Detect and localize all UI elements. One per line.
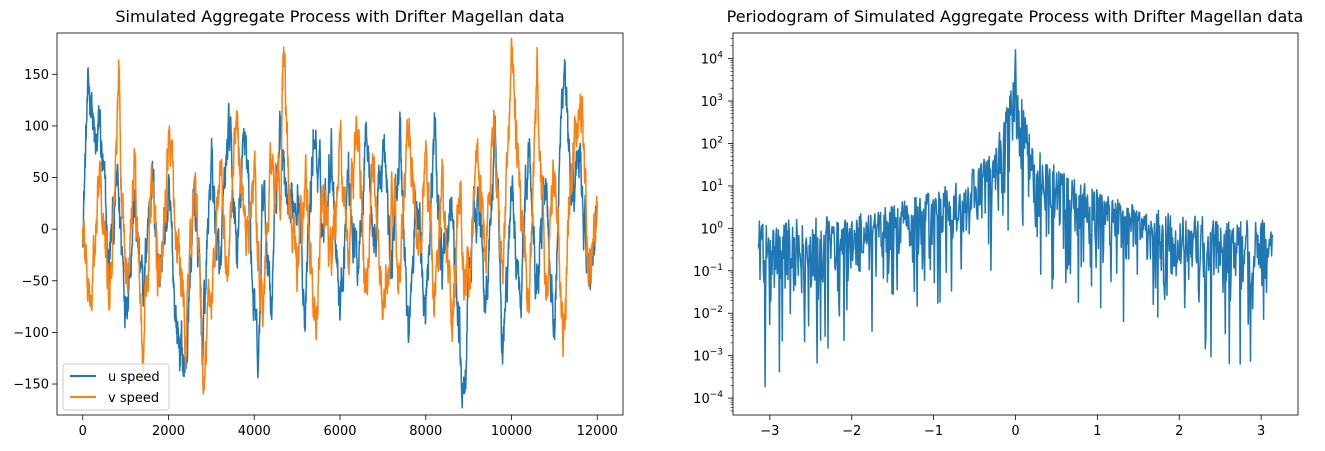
x-tick-label: −1 — [924, 424, 943, 439]
chart-left-title: Simulated Aggregate Process with Drifter… — [115, 7, 564, 26]
chart-right-title: Periodogram of Simulated Aggregate Proce… — [727, 7, 1304, 26]
y-tick-label: −50 — [22, 274, 49, 289]
x-tick-label: 4000 — [238, 424, 271, 439]
y-tick-label: 102 — [701, 135, 723, 152]
y-tick-label: 10−4 — [693, 390, 723, 407]
right-plot-area — [757, 49, 1274, 388]
chart-right: Periodogram of Simulated Aggregate Proce… — [693, 7, 1303, 439]
y-tick-label: 100 — [701, 220, 724, 237]
x-tick-label: 10000 — [491, 424, 532, 439]
right-x-axis: −3 −2 −1 0 1 2 3 — [760, 415, 1265, 439]
right-y-axis: 10−4 10−3 10−2 10−1 100 101 102 103 104 — [693, 38, 733, 412]
x-tick-label: 0 — [79, 424, 87, 439]
x-tick-label: −2 — [842, 424, 861, 439]
y-tick-label: 100 — [24, 119, 49, 134]
legend-label-u: u speed — [108, 370, 160, 385]
y-tick-label: 101 — [701, 178, 723, 195]
y-tick-label: 103 — [701, 93, 723, 110]
y-tick-label: 50 — [32, 171, 49, 186]
x-tick-label: 6000 — [323, 424, 356, 439]
x-tick-label: 1 — [1093, 424, 1101, 439]
y-tick-label: −100 — [13, 326, 49, 341]
left-legend: u speed v speed — [62, 363, 170, 411]
y-tick-label: 10−3 — [693, 348, 723, 365]
x-tick-label: 2 — [1175, 424, 1183, 439]
y-tick-label: 104 — [701, 51, 724, 68]
y-tick-label: 150 — [24, 68, 49, 83]
left-plot-area — [81, 37, 599, 409]
x-tick-label: 3 — [1257, 424, 1265, 439]
chart-left: Simulated Aggregate Process with Drifter… — [13, 7, 624, 439]
x-tick-label: 0 — [1011, 424, 1019, 439]
y-tick-label: 0 — [41, 223, 49, 238]
y-tick-label: 10−2 — [693, 305, 723, 322]
legend-label-v: v speed — [108, 391, 159, 406]
y-tick-label: 10−1 — [693, 263, 723, 280]
x-tick-label: 12000 — [577, 424, 618, 439]
line-series-u-speed — [81, 59, 599, 409]
line-series-periodogram — [757, 49, 1274, 388]
line-series-v-speed — [81, 37, 599, 395]
x-tick-label: −3 — [760, 424, 779, 439]
x-tick-label: 8000 — [409, 424, 442, 439]
y-tick-label: −150 — [13, 378, 49, 393]
left-y-axis: −150 −100 −50 0 50 100 150 — [13, 68, 57, 393]
x-tick-label: 2000 — [152, 424, 185, 439]
left-x-axis: 0 2000 4000 6000 8000 10000 12000 — [79, 415, 618, 439]
